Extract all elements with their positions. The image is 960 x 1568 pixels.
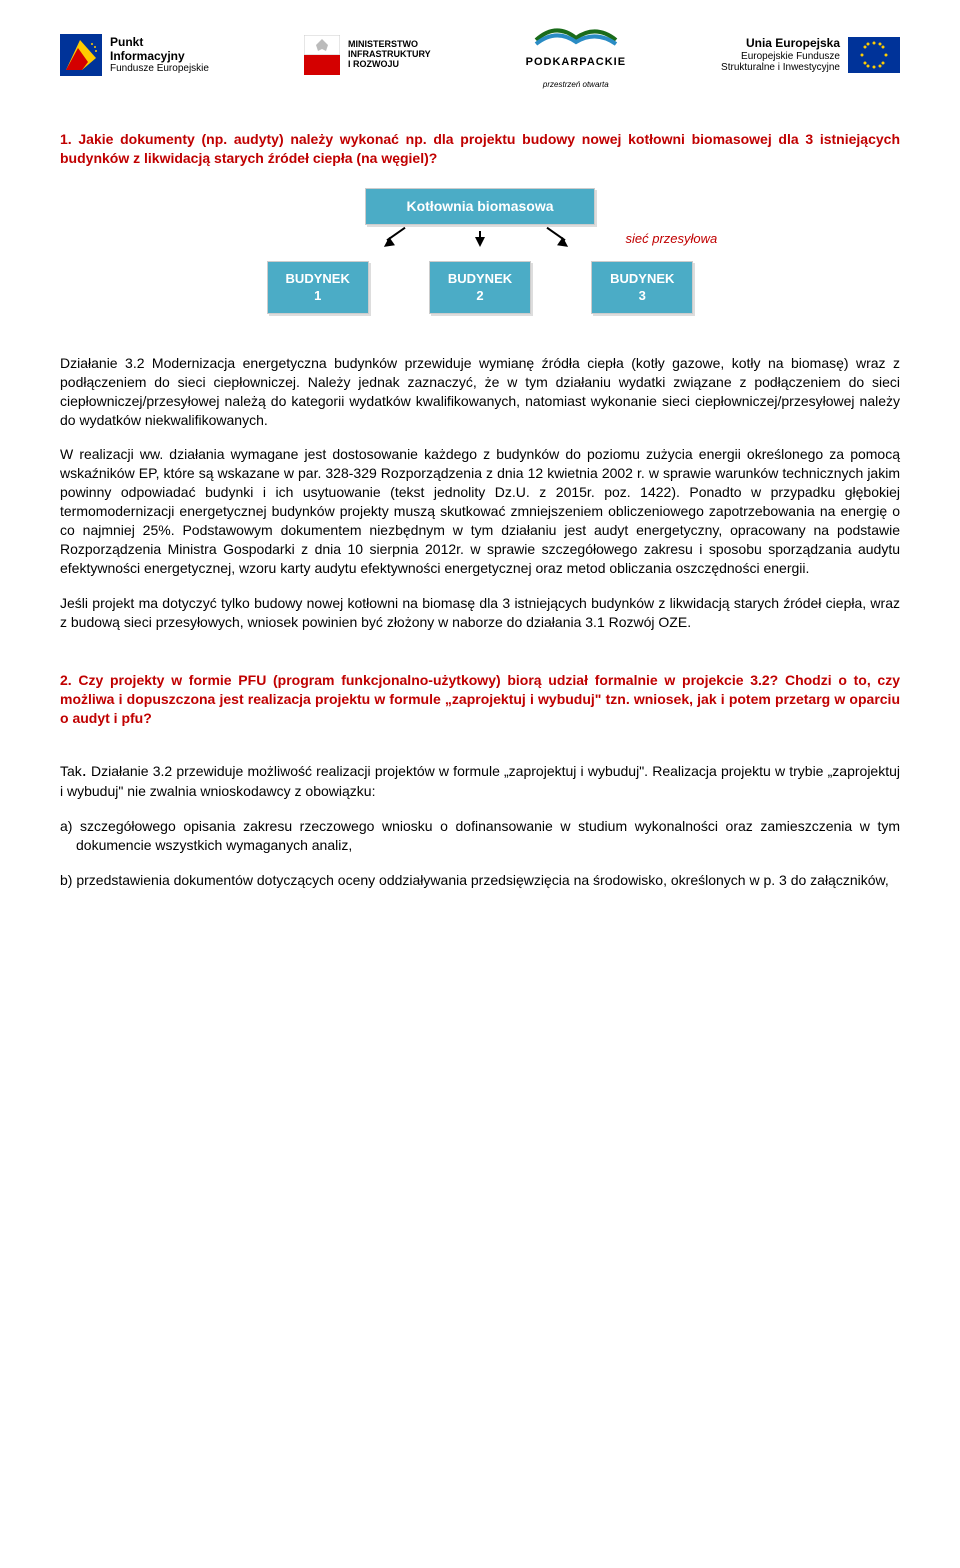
- answer-2-p1: Tak. Działanie 3.2 przewiduje możliwość …: [60, 758, 900, 801]
- logo4-l3: Strukturalne i Inwestycyjne: [721, 62, 840, 73]
- budynek-3-l2: 3: [639, 288, 646, 303]
- answer-1-p1: Działanie 3.2 Modernizacja energetyczna …: [60, 354, 900, 430]
- budynek-1-l2: 1: [314, 288, 321, 303]
- logo1-subtitle: Informacyjny: [110, 50, 209, 63]
- logo-ministerstwo: MINISTERSTWO INFRASTRUKTURY I ROZWOJU: [304, 35, 431, 75]
- logo4-l1: Unia Europejska: [721, 37, 840, 50]
- logo4-l2: Europejskie Fundusze: [721, 51, 840, 62]
- question-1-heading: 1. Jakie dokumenty (np. audyty) należy w…: [60, 130, 900, 168]
- answer-2-p1-rest: Działanie 3.2 przewiduje możliwość reali…: [60, 763, 900, 799]
- budynek-2-l2: 2: [476, 288, 483, 303]
- answer-1-p2: W realizacji ww. działania wymagane jest…: [60, 445, 900, 577]
- kotlownia-box: Kotłownia biomasowa: [365, 188, 594, 225]
- logo-podkarpackie: PODKARPACKIE przestrzeń otwarta: [526, 20, 626, 90]
- budynek-2-l1: BUDYNEK: [448, 271, 512, 286]
- answer-2-item-b: b) przedstawienia dokumentów dotyczących…: [60, 871, 900, 890]
- answer-1-p3: Jeśli projekt ma dotyczyć tylko budowy n…: [60, 594, 900, 632]
- logo3-l1: PODKARPACKIE: [526, 56, 626, 68]
- logo3-l2: przestrzeń otwarta: [543, 80, 609, 89]
- budynek-3-box: BUDYNEK 3: [591, 261, 693, 314]
- eagle-icon: [304, 35, 340, 75]
- kotlownia-diagram: Kotłownia biomasowa sieć przesyłowa BUDY…: [60, 188, 900, 314]
- logo-punkt-informacyjny: Punkt Informacyjny Fundusze Europejskie: [60, 34, 209, 76]
- logo2-l3: I ROZWOJU: [348, 60, 431, 70]
- logo1-caption: Fundusze Europejskie: [110, 63, 209, 74]
- budynek-1-l1: BUDYNEK: [286, 271, 350, 286]
- podkarpackie-icon: [531, 20, 621, 48]
- answer-2-item-a: a) szczegółowego opisania zakresu rzeczo…: [60, 817, 900, 855]
- question-2-heading: 2. Czy projekty w formie PFU (program fu…: [60, 671, 900, 728]
- eu-flag-icon: [848, 37, 900, 73]
- eu-funds-icon: [60, 34, 102, 76]
- logo1-title: Punkt: [110, 36, 209, 49]
- header-logos: Punkt Informacyjny Fundusze Europejskie …: [60, 20, 900, 90]
- answer-2-tak: Tak: [60, 763, 82, 779]
- budynek-3-l1: BUDYNEK: [610, 271, 674, 286]
- budynek-1-box: BUDYNEK 1: [267, 261, 369, 314]
- logo-unia-europejska: Unia Europejska Europejskie Fundusze Str…: [721, 37, 900, 73]
- diagram-arrows: [60, 237, 900, 257]
- budynek-2-box: BUDYNEK 2: [429, 261, 531, 314]
